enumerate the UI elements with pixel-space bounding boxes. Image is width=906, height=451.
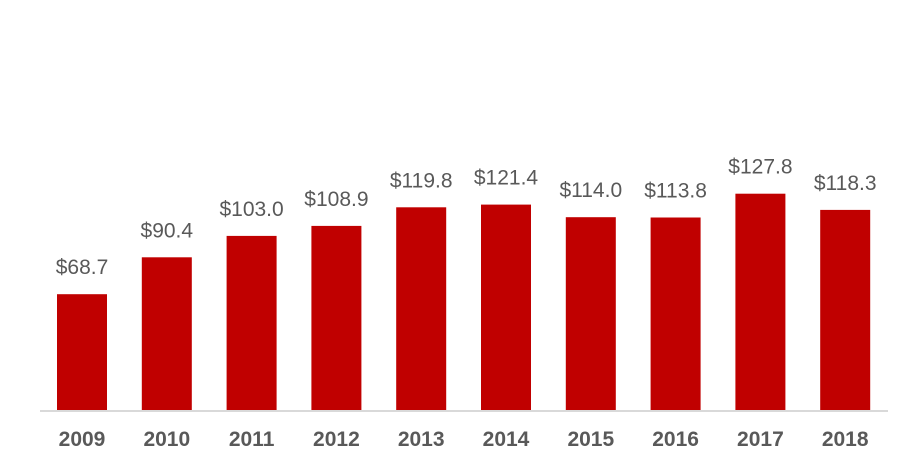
x-tick-label-2017: 2017 (737, 428, 784, 451)
data-label-2017: $127.8 (728, 156, 792, 179)
x-tick-label-2012: 2012 (313, 428, 360, 451)
bar-2017 (735, 193, 786, 411)
bar-2010 (141, 257, 192, 411)
bar-2012 (311, 225, 362, 411)
x-tick-label-2011: 2011 (229, 428, 275, 451)
data-label-2015: $114.0 (559, 179, 622, 202)
bar-2014 (481, 204, 531, 411)
data-label-2011: $103.0 (219, 198, 283, 221)
x-tick-label-2018: 2018 (822, 428, 869, 451)
bars-group (57, 193, 871, 411)
x-tick-label-2010: 2010 (143, 428, 190, 451)
x-tick-label-2009: 2009 (59, 428, 106, 451)
data-label-2009: $68.7 (56, 256, 109, 279)
x-tick-label-2015: 2015 (567, 428, 614, 451)
x-tick-label-2013: 2013 (398, 428, 445, 451)
value-labels-group: $68.7 $90.4 $103.0 $108.9 $119.8 $121.4 $114.0… (56, 156, 877, 280)
bar-2018 (820, 209, 871, 411)
data-label-2018: $118.3 (814, 172, 877, 195)
data-label-2013: $119.8 (390, 169, 453, 192)
x-tick-label-2014: 2014 (483, 428, 530, 451)
bar-2011 (226, 235, 277, 411)
bar-2013 (396, 207, 447, 411)
data-label-2016: $113.8 (644, 180, 707, 203)
data-label-2010: $90.4 (141, 219, 194, 242)
bar-2015 (565, 217, 616, 411)
bar-2016 (650, 217, 701, 411)
x-tick-label-2016: 2016 (652, 428, 699, 451)
data-label-2014: $121.4 (474, 167, 539, 190)
x-tick-labels-group: 2009 2010 2011 2012 2013 2014 2015 2016 2017 2018 (59, 428, 869, 451)
data-label-2012: $108.9 (304, 188, 368, 211)
bar-2009 (57, 294, 107, 411)
